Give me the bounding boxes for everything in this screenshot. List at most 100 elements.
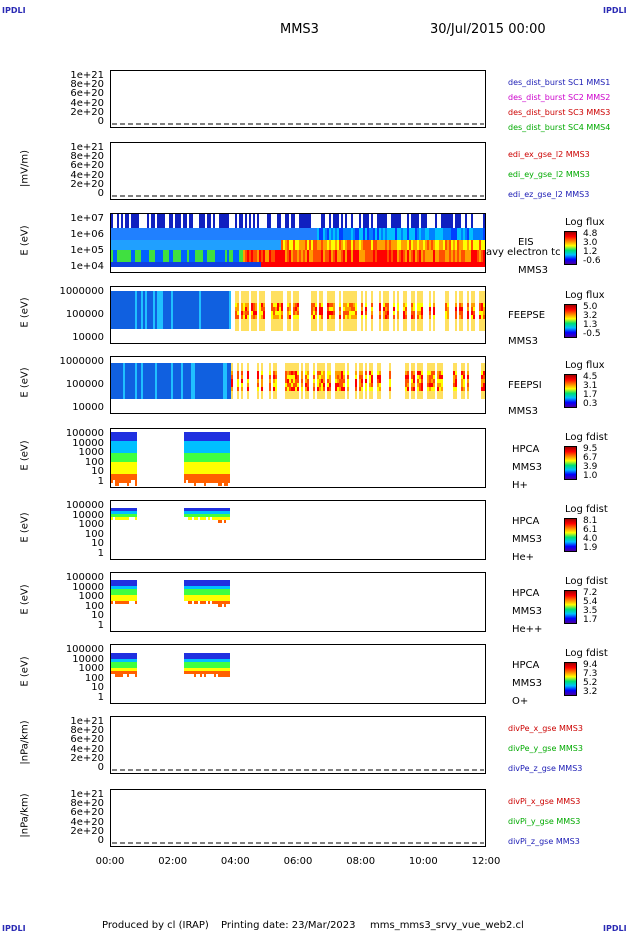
heatmap-cell [427,371,429,375]
heatmap-cell [381,303,383,307]
heatmap-cell [391,391,393,395]
heatmap-cell [417,303,419,307]
heatmap-cell [199,240,201,250]
heatmap-cell [427,307,429,311]
heatmap-cell [399,387,401,391]
heatmap-cell [218,674,220,677]
heatmap-cell [283,307,285,311]
heatmap-cell [293,240,295,250]
heatmap-cell [333,307,335,311]
heatmap-cell [194,665,196,668]
heatmap-cell [229,228,231,240]
heatmap-cell [317,240,319,250]
heatmap-cell [261,303,263,307]
heatmap-cell [129,474,131,477]
panel-label: MMS3 [508,336,538,347]
heatmap-cell [401,299,403,303]
heatmap-cell [441,395,443,399]
heatmap-cell [216,580,218,583]
heatmap-cell [265,327,267,331]
heatmap-cell [277,375,279,379]
heatmap-cell [269,214,271,228]
heatmap-cell [194,511,196,514]
heatmap-cell [249,323,251,327]
heatmap-cell [125,480,127,483]
heatmap-cell [216,468,218,471]
heatmap-cell [423,371,425,375]
heatmap-cell [188,435,190,438]
heatmap-cell [395,262,397,267]
heatmap-cell [283,303,285,307]
heatmap-cell [191,291,193,329]
heatmap-cell [117,656,119,659]
heatmap-cell [303,303,305,307]
heatmap-cell [183,228,185,240]
heatmap-cell [218,477,220,480]
heatmap-cell [413,379,415,383]
heatmap-cell [411,291,413,295]
heatmap-cell [279,303,281,307]
heatmap-cell [309,291,311,295]
heatmap-cell [113,453,115,456]
heatmap-cell [131,508,133,511]
heatmap-cell [181,359,183,363]
heatmap-cell [123,250,125,262]
heatmap-cell [265,379,267,383]
heatmap-cell [397,291,399,295]
heatmap-cell [214,595,216,598]
y-tick-label: 2e+20 [70,106,104,118]
heatmap-cell [373,395,375,399]
legend-entry: divPe_x_gse MMS3 [508,724,583,733]
heatmap-cell [445,391,447,395]
heatmap-cell [429,303,431,307]
heatmap-cell [188,471,190,474]
heatmap-cell [367,299,369,303]
heatmap-cell [125,214,127,228]
heatmap-cell [419,375,421,379]
heatmap-cell [321,327,323,331]
heatmap-cell [247,363,249,367]
heatmap-cell [453,311,455,315]
heatmap-cell [220,453,222,456]
heatmap-cell [467,371,469,375]
heatmap-cell [351,383,353,387]
heatmap-cell [231,214,233,228]
heatmap-cell [287,387,289,391]
heatmap-cell [133,450,135,453]
heatmap-cell [375,375,377,379]
heatmap-cell [117,671,119,674]
heatmap-cell [135,601,137,604]
heatmap-cell [243,303,245,307]
heatmap-cell [299,228,301,240]
heatmap-cell [198,462,200,465]
heatmap-cell [204,483,206,486]
heatmap-cell [295,367,297,371]
heatmap-cell [459,379,461,383]
heatmap-cell [137,291,139,329]
heatmap-cell [241,295,243,299]
heatmap-cell [377,295,379,299]
heatmap-cell [321,291,323,295]
heatmap-cell [125,586,127,589]
heatmap-cell [226,456,228,459]
heatmap-cell [307,299,309,303]
heatmap-cell [125,363,127,399]
heatmap-cell [235,311,237,315]
heatmap-cell [345,363,347,367]
heatmap-cell [451,323,453,327]
heatmap-cell [285,303,287,307]
heatmap-cell [194,441,196,444]
heatmap-cell [433,395,435,399]
heatmap-cell [249,311,251,315]
heatmap-cell [198,456,200,459]
heatmap-cell [265,291,267,295]
heatmap-cell [475,262,477,267]
heatmap-cell [163,240,165,250]
heatmap-cell [113,456,115,459]
heatmap-cell [184,653,186,656]
heatmap-cell [403,371,405,375]
heatmap-cell [231,299,233,303]
heatmap-cell [325,383,327,387]
heatmap-cell [335,367,337,371]
heatmap-cell [421,363,423,367]
